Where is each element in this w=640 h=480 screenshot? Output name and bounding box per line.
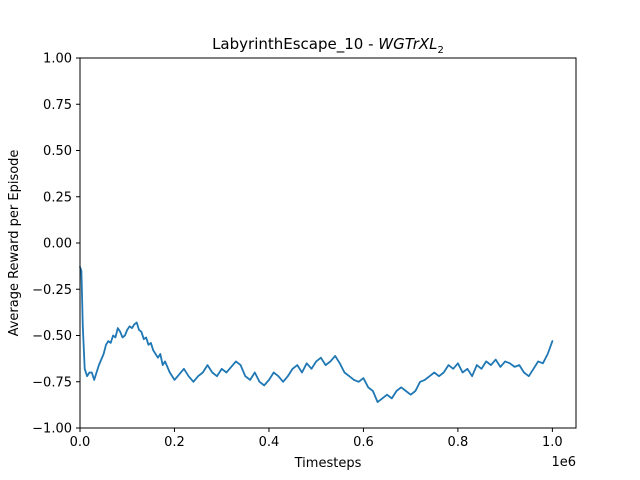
x-tick-label: 0.2 xyxy=(164,435,185,450)
x-tick-label: 1.0 xyxy=(542,435,563,450)
x-axis-label: Timesteps xyxy=(294,456,362,471)
y-tick-label: −0.75 xyxy=(32,375,72,390)
y-axis-ticks: 1.00 0.75 0.50 0.25 0.00 −0.25 −0.50 −0.75 −1.00 xyxy=(32,52,80,437)
x-tick-label: 0.6 xyxy=(353,435,374,450)
y-tick-label: −0.50 xyxy=(32,329,72,344)
y-tick-label: −0.25 xyxy=(32,283,72,298)
series-line xyxy=(79,266,554,404)
y-tick-label: 0.25 xyxy=(43,190,72,205)
chart-title-prefix: LabyrinthEscape_10 - xyxy=(212,35,378,54)
y-tick-label: −1.00 xyxy=(32,422,72,437)
chart-title-subscript: 2 xyxy=(438,45,444,56)
x-tick-label: 0.0 xyxy=(70,435,91,450)
x-axis-ticks: 0.0 0.2 0.4 0.6 0.8 1.0 xyxy=(70,428,563,450)
y-tick-label: 0.00 xyxy=(43,237,72,252)
y-tick-label: 0.50 xyxy=(43,144,72,159)
y-tick-label: 0.75 xyxy=(43,98,72,113)
x-tick-label: 0.8 xyxy=(448,435,469,450)
y-axis-label: Average Reward per Episode xyxy=(7,150,22,337)
y-tick-label: 1.00 xyxy=(43,52,72,67)
plot-frame xyxy=(79,57,577,429)
plot-series-layer xyxy=(79,266,554,404)
x-tick-label: 0.4 xyxy=(259,435,280,450)
chart-title-main: WGTrXL xyxy=(378,35,437,53)
x-axis-offset-label: 1e6 xyxy=(551,455,576,470)
chart-title: LabyrinthEscape_10 - WGTrXL2 xyxy=(212,35,444,56)
